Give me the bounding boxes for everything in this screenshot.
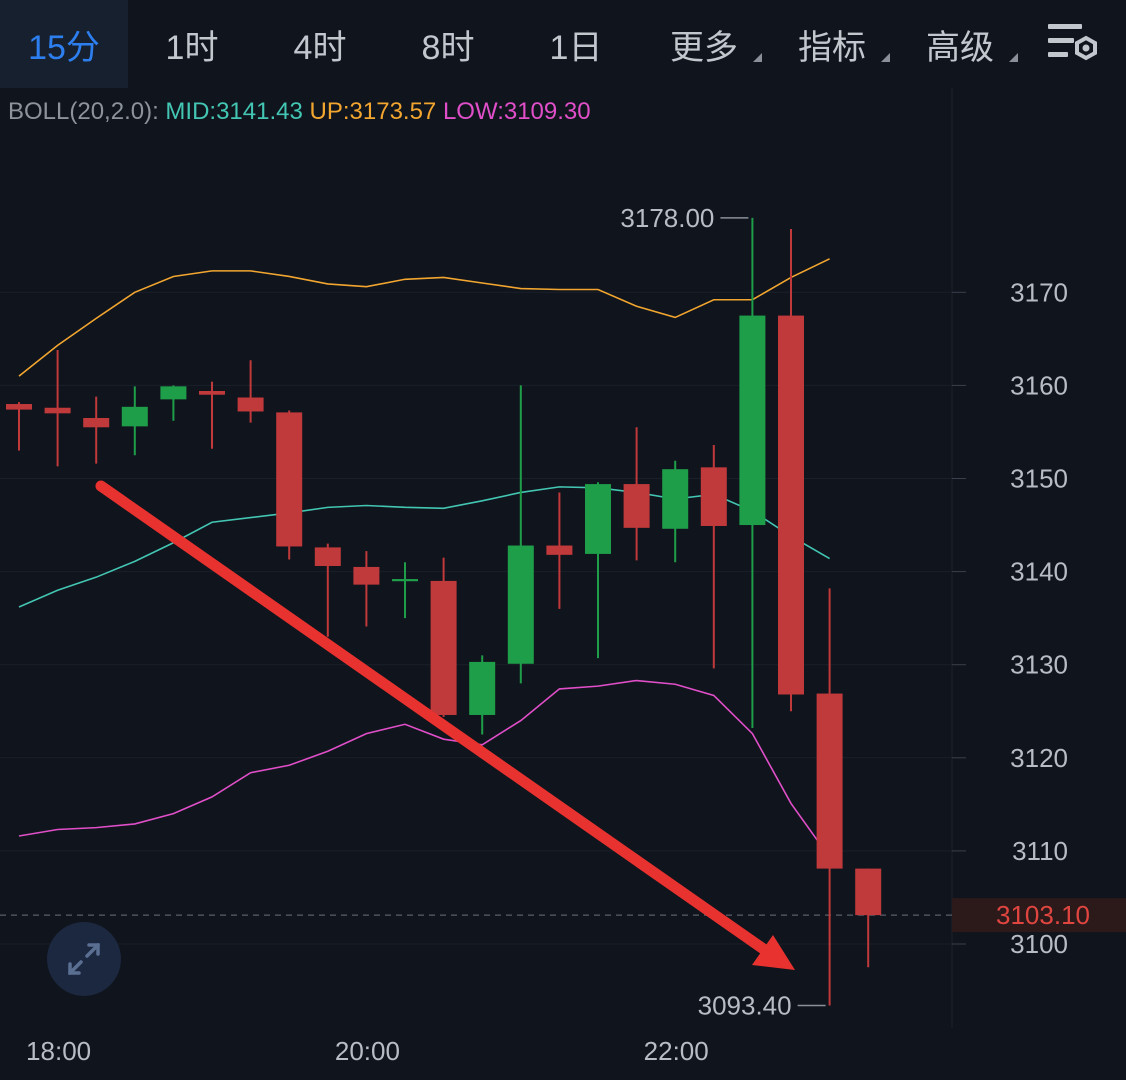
tab-1d[interactable]: 1日 [512, 0, 640, 88]
y-tick-label: 3160 [1010, 370, 1068, 400]
tab-advanced-label: 高级 [926, 28, 994, 67]
x-tick-label: 22:00 [644, 1036, 709, 1066]
candle-up [662, 469, 689, 529]
y-tick-label: 3100 [1010, 929, 1068, 959]
tab-more[interactable]: 更多 [640, 0, 768, 88]
dropdown-triangle-icon [881, 53, 890, 62]
y-tick-label: 3170 [1010, 277, 1068, 307]
tab-15min-label: 15分 [28, 28, 100, 67]
candle-down [816, 693, 843, 869]
candle-up [392, 579, 418, 582]
boll-label: BOLL(20,2.0): [8, 98, 159, 125]
candle-down [546, 545, 573, 555]
tab-1d-label: 1日 [549, 28, 603, 67]
boll-low-value: LOW:3109.30 [442, 98, 591, 125]
high-price-label: 3178.00 [620, 203, 714, 233]
candle-up [160, 386, 187, 400]
y-tick-label: 3140 [1010, 557, 1068, 587]
x-tick-label: 20:00 [335, 1036, 400, 1066]
y-tick-label: 3130 [1010, 650, 1068, 680]
tab-1h-label: 1时 [165, 28, 219, 67]
tab-8h-label: 8时 [421, 28, 475, 67]
candle-down [430, 580, 457, 715]
trend-arrow-shaft [95, 480, 778, 961]
boll-up-value: UP:3173.57 [309, 98, 437, 125]
candle-down [276, 412, 303, 547]
tab-15min[interactable]: 15分 [0, 0, 128, 88]
tab-advanced[interactable]: 高级 [896, 0, 1024, 88]
current-price-label: 3103.10 [996, 900, 1090, 930]
tab-more-label: 更多 [670, 28, 738, 67]
trend-arrow-head [752, 935, 795, 970]
candle-down [199, 390, 225, 395]
boll-lower-line [18, 679, 831, 858]
y-tick-label: 3120 [1010, 743, 1068, 773]
candle-up [469, 661, 496, 715]
dropdown-triangle-icon [1009, 53, 1018, 62]
tab-4h[interactable]: 4时 [256, 0, 384, 88]
boll-upper-line [18, 258, 830, 377]
tab-1h[interactable]: 1时 [128, 0, 256, 88]
boll-mid-value: MID:3141.43 [165, 98, 303, 125]
expand-icon[interactable] [47, 922, 121, 996]
timeframe-tab-bar: 15分 1时 4时 8时 1日 更多 指标 高级 [0, 0, 1126, 88]
candle-down [700, 467, 727, 526]
current-price-tag [952, 898, 1126, 933]
candle-down [314, 547, 341, 567]
y-tick-label: 3110 [1012, 836, 1068, 866]
candle-down [855, 868, 882, 916]
candle-down [353, 566, 380, 585]
tab-indicators[interactable]: 指标 [768, 0, 896, 88]
candle-up [739, 315, 766, 526]
chart-settings-icon[interactable] [1046, 18, 1102, 68]
bottom-strip [0, 1072, 1126, 1080]
candle-down [623, 484, 650, 528]
candle-up [121, 406, 148, 427]
candlestick-chart[interactable]: 3100 3110 3120 3130 3140 3150 3160 3170 18:00 20:… [0, 88, 1126, 1072]
tab-4h-label: 4时 [293, 28, 347, 67]
x-tick-label: 18:00 [26, 1036, 91, 1066]
boll-legend: BOLL(20,2.0): MID:3141.43 UP:3173.57 LOW… [8, 98, 591, 126]
dropdown-triangle-icon [753, 53, 762, 62]
candle-down [237, 397, 264, 412]
y-tick-label: 3150 [1010, 464, 1068, 494]
boll-middle-line [18, 486, 831, 608]
candle-down [83, 417, 110, 428]
candle-up [585, 484, 611, 554]
low-price-label: 3093.40 [698, 990, 792, 1020]
tab-8h[interactable]: 8时 [384, 0, 512, 88]
candle-down [778, 315, 804, 695]
candle-up [507, 545, 534, 664]
candle-down [6, 404, 32, 410]
tab-indicators-label: 指标 [798, 28, 866, 67]
candle-down [44, 407, 71, 414]
